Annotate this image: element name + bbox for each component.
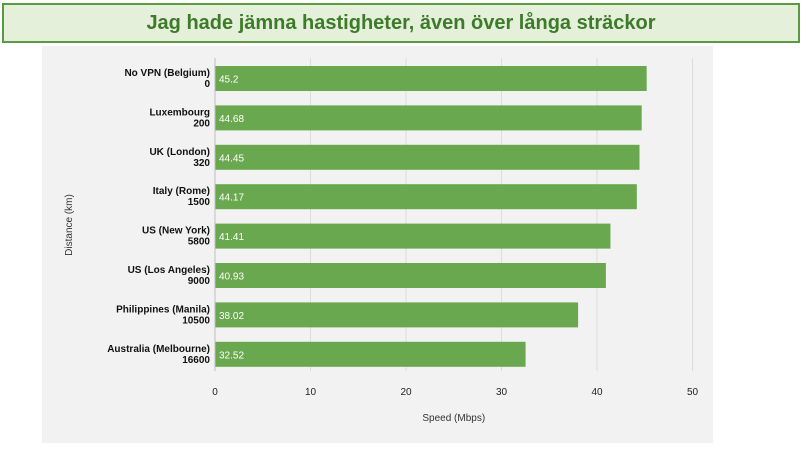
- bar-value-label: 40.93: [219, 272, 244, 283]
- x-tick-labels: 0 10 20 30 40 50: [212, 387, 698, 398]
- y-axis-label: Distance (km): [64, 194, 75, 256]
- category-distance: 10500: [182, 315, 210, 326]
- bar-value-label: 44.68: [219, 114, 244, 125]
- bar: [215, 341, 526, 367]
- bar-value-label: 45.2: [219, 75, 239, 86]
- category-distance: 5800: [188, 237, 211, 248]
- bar-value-label: 44.45: [219, 153, 244, 164]
- category-name: UK (London): [149, 147, 210, 158]
- bars: 45.2 44.68 44.45 44.17 41.41 40.93 38.02 32.52: [215, 66, 647, 367]
- bar-value-label: 38.02: [219, 311, 244, 322]
- x-tick-label: 40: [591, 387, 603, 398]
- category-name: Luxembourg: [149, 107, 210, 118]
- bar: [215, 302, 579, 328]
- bar-value-label: 32.52: [219, 350, 244, 361]
- category-distance: 1500: [188, 197, 211, 208]
- category-distance: 0: [204, 79, 210, 90]
- category-distance: 320: [193, 158, 210, 169]
- category-name: No VPN (Belgium): [124, 68, 210, 79]
- category-name: Australia (Melbourne): [107, 344, 210, 355]
- category-name: US (New York): [142, 226, 210, 237]
- category-name: US (Los Angeles): [128, 265, 210, 276]
- title-banner: Jag hade jämna hastigheter, även över lå…: [2, 3, 800, 43]
- bar: [215, 66, 647, 91]
- x-axis-label: Speed (Mbps): [422, 413, 485, 424]
- chart-title: Jag hade jämna hastigheter, även över lå…: [146, 11, 656, 34]
- category-distance: 16600: [182, 355, 210, 366]
- bar: [215, 223, 611, 249]
- category-distance: 200: [193, 118, 210, 129]
- bar: [215, 144, 640, 170]
- x-tick-label: 0: [212, 387, 218, 398]
- bar: [215, 105, 642, 131]
- bar-value-label: 44.17: [219, 193, 244, 204]
- x-tick-label: 50: [687, 387, 699, 398]
- bar: [215, 184, 637, 210]
- bar: [215, 263, 606, 288]
- category-name: Italy (Rome): [153, 186, 210, 197]
- category-distance: 9000: [188, 276, 211, 287]
- x-tick-label: 30: [496, 387, 508, 398]
- x-tick-label: 20: [400, 387, 412, 398]
- category-name: Philippines (Manila): [116, 304, 210, 315]
- bar-value-label: 41.41: [219, 232, 244, 243]
- x-tick-label: 10: [305, 387, 317, 398]
